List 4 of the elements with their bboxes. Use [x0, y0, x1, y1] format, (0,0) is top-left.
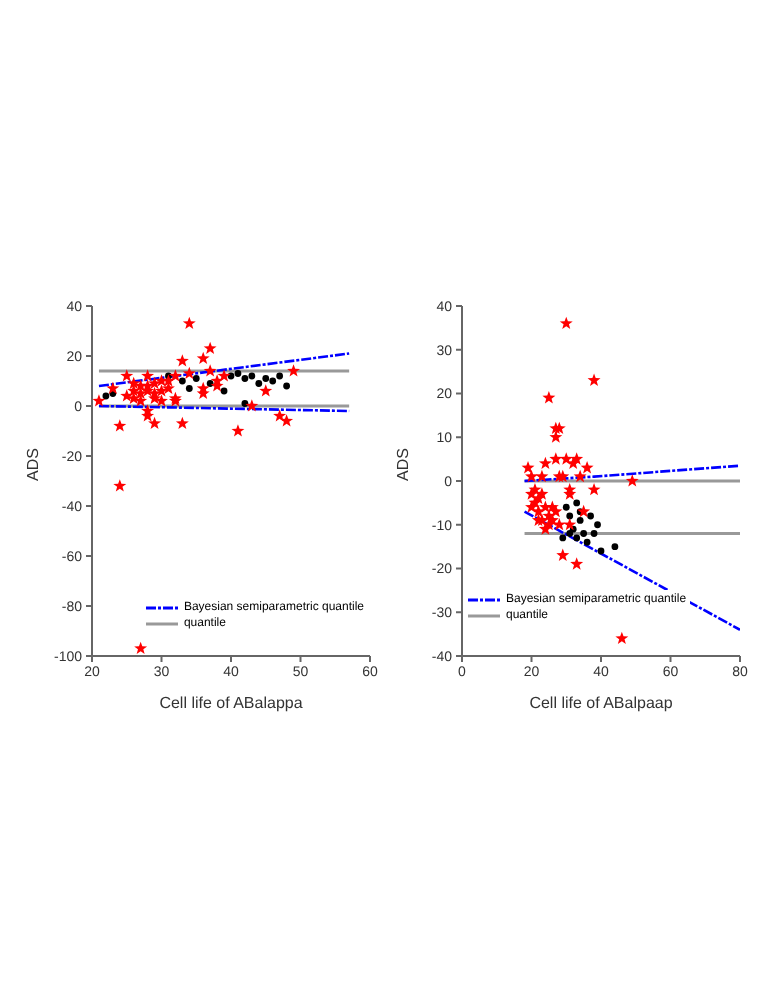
y-axis-title: ADS	[393, 448, 412, 481]
x-axis-title: Cell life of ABalpaap	[529, 694, 674, 712]
x-axis-title: Cell life of ABalappa	[159, 694, 304, 712]
y-axis-title: ADS	[23, 448, 42, 481]
